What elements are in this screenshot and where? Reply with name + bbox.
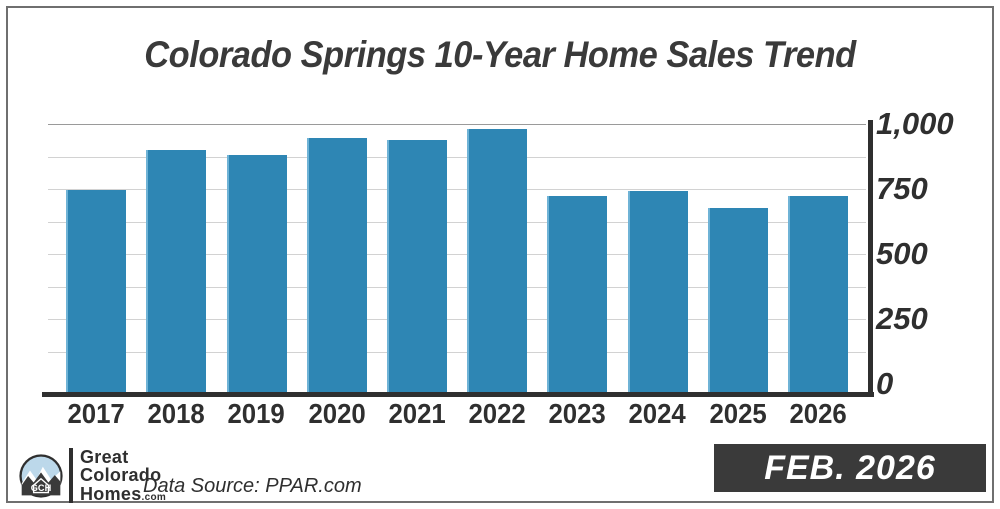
y-tick-label: 500 <box>876 236 928 271</box>
bar-2023 <box>547 195 608 394</box>
brand-line-1: Great <box>80 448 166 466</box>
gridline <box>48 319 866 320</box>
gridline <box>48 286 866 288</box>
brand-line-2-text: Colorado <box>80 465 162 486</box>
y-axis-line <box>868 120 873 397</box>
gridline <box>48 351 866 353</box>
gridline <box>48 189 866 190</box>
x-tick-label-2019: 2019 <box>227 398 286 429</box>
x-axis-tick-labels: 2017 2018 2019 2020 2021 2022 2023 2024 2025 2026 <box>48 398 866 430</box>
bar-slot <box>778 132 858 394</box>
bar-slot <box>56 132 136 394</box>
x-tick-label-2020: 2020 <box>308 398 366 429</box>
brand-logo: GCH Great Colorado Homes.com <box>18 448 166 504</box>
brand-line-3-text: Homes <box>80 483 142 504</box>
x-tick-label-2021: 2021 <box>388 398 446 429</box>
x-tick-label-2018: 2018 <box>147 398 205 429</box>
x-tick-label-2024: 2024 <box>628 398 687 429</box>
bar-slot <box>377 132 457 394</box>
y-tick-label: 750 <box>876 171 928 206</box>
brand-line-1-text: Great <box>80 447 129 467</box>
brand-domain-suffix: .com <box>141 491 167 503</box>
x-axis-line <box>42 392 874 397</box>
x-tick-label-2017: 2017 <box>67 398 125 429</box>
y-tick-label: 0 <box>876 366 894 401</box>
bar-2021 <box>386 139 447 394</box>
brand-wordmark: Great Colorado Homes.com <box>69 448 166 504</box>
bar-2025 <box>707 208 768 394</box>
bar-slot <box>297 132 377 394</box>
bar-2026 <box>787 195 848 394</box>
gridline <box>48 221 866 223</box>
bar-slot <box>537 132 617 394</box>
plot-area <box>48 122 866 394</box>
svg-text:GCH: GCH <box>31 483 52 493</box>
bar-2020 <box>306 137 367 394</box>
gch-logo-icon: GCH <box>19 453 63 498</box>
bar-2019 <box>226 155 287 394</box>
bar-2018 <box>146 150 207 394</box>
gridline <box>48 156 866 158</box>
x-tick-label-2025: 2025 <box>709 398 767 429</box>
y-axis-tick-labels: 1,000 750 500 250 0 <box>876 106 986 401</box>
bar-slot <box>617 132 697 394</box>
y-tick-label: 250 <box>876 301 928 336</box>
x-tick-label-2022: 2022 <box>468 398 526 429</box>
bar-slot <box>457 129 537 394</box>
bar-2017 <box>66 189 127 394</box>
y-tick-label: 1,000 <box>876 106 954 141</box>
brand-line-2: Colorado <box>80 466 166 484</box>
date-badge: FEB. 2026 <box>714 444 986 492</box>
x-tick-label-2023: 2023 <box>548 398 606 429</box>
bar-2024 <box>627 190 688 394</box>
chart-frame <box>6 6 994 503</box>
bar-2022 <box>467 129 528 394</box>
gridline <box>48 254 866 255</box>
chart-title: Colorado Springs 10-Year Home Sales Tren… <box>144 34 856 75</box>
brand-line-3: Homes.com <box>80 485 166 503</box>
bar-slot <box>136 132 216 394</box>
bar-series <box>48 129 866 394</box>
bar-slot <box>216 132 296 394</box>
x-tick-label-2026: 2026 <box>789 398 847 429</box>
bar-slot <box>698 132 778 394</box>
data-source-note: Data Source: PPAR.com <box>143 475 362 497</box>
gridline <box>48 124 866 125</box>
date-badge-label: FEB. 2026 <box>764 448 936 487</box>
